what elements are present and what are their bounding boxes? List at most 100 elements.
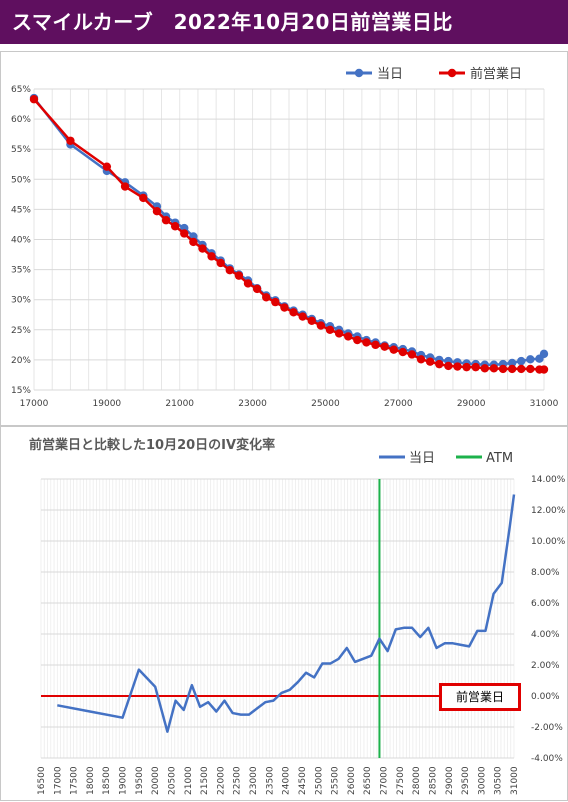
- data-point-1: [170, 222, 180, 231]
- legend-label: 当日: [409, 451, 435, 466]
- x-tick-label: 17000: [20, 399, 49, 409]
- x-tick-label: 25000: [314, 766, 324, 795]
- x-tick-label: 19000: [119, 766, 129, 795]
- x-tick-label: 25000: [311, 399, 340, 409]
- data-point-1: [298, 312, 307, 321]
- x-tick-label: 18500: [102, 766, 112, 795]
- y-tick-label: 55%: [11, 145, 31, 155]
- data-point-1: [435, 359, 444, 369]
- data-point-0: [507, 358, 517, 368]
- data-point-1: [198, 244, 207, 253]
- data-point-1: [139, 193, 148, 203]
- x-tick-label: 26000: [347, 766, 357, 795]
- data-point-1: [120, 182, 130, 191]
- iv-change-panel: 前営業日と比較した10月20日のIV変化率 -4.00% -2.00% 0.00% 2.…: [0, 426, 568, 801]
- smile-curve-chart: 15% 20% 25% 30% 35% 40% 45% 50% 55% 60% 65% 17000 19…: [11, 66, 559, 409]
- legend-label: 当日: [377, 67, 403, 82]
- x-tick-label: 20500: [167, 766, 177, 795]
- iv-change-chart: 前営業日と比較した10月20日のIV変化率 -4.00% -2.00% 0.00% 2.…: [29, 437, 566, 795]
- data-point-1: [371, 340, 380, 350]
- data-point-1: [539, 365, 549, 374]
- x-tick-label: 27000: [380, 766, 390, 795]
- y-tick-label: 50%: [11, 175, 31, 185]
- smile-curve-panel: 15% 20% 25% 30% 35% 40% 45% 50% 55% 60% 65% 17000 19…: [0, 51, 568, 426]
- data-point-0: [539, 349, 549, 359]
- x-tick-label: 26500: [363, 766, 373, 795]
- x-tick-label: 17000: [53, 766, 63, 795]
- data-point-1: [389, 345, 398, 354]
- y-tick-label: -4.00%: [531, 754, 563, 764]
- data-point-1: [280, 303, 289, 312]
- y-tick-label: 6.00%: [531, 599, 560, 609]
- x-tick-label: 23000: [238, 399, 267, 409]
- data-point-1: [289, 308, 298, 317]
- y-tick-label: 45%: [11, 205, 31, 215]
- data-point-1: [207, 252, 216, 261]
- y-tick-label: 0.00%: [531, 692, 560, 702]
- y-tick-label: 40%: [11, 236, 31, 246]
- x-tick-label: 22000: [216, 766, 226, 795]
- x-tick-label: 24500: [298, 766, 308, 795]
- data-point-1: [66, 136, 75, 145]
- data-point-1: [325, 325, 335, 334]
- data-point-1: [216, 258, 225, 268]
- data-point-1: [29, 95, 39, 104]
- y-tick-label: 14.00%: [531, 475, 566, 485]
- data-point-1: [471, 362, 480, 372]
- data-point-1: [243, 279, 253, 288]
- x-tick-label: 24000: [282, 766, 292, 795]
- x-tick-label: 16500: [37, 766, 47, 795]
- x-tick-label: 22500: [233, 766, 243, 795]
- data-point-1: [425, 357, 435, 366]
- x-tick-label: 27500: [396, 766, 406, 795]
- x-tick-label: 23000: [249, 766, 259, 795]
- data-point-1: [180, 229, 189, 238]
- data-point-1: [307, 316, 316, 325]
- x-tick-label: 29000: [445, 766, 455, 795]
- y-tick-label: 12.00%: [531, 506, 566, 516]
- data-point-1: [489, 364, 499, 373]
- data-point-1: [362, 338, 371, 347]
- y-tick-label: 20%: [11, 356, 31, 366]
- x-tick-label: 19500: [135, 766, 145, 795]
- x-tick-label: 28000: [412, 766, 422, 795]
- x-tick-label: 20000: [151, 766, 161, 795]
- y-tick-label: 25%: [11, 326, 31, 336]
- data-point-1: [507, 364, 517, 374]
- data-point-1: [398, 347, 408, 357]
- x-tick-label: 30000: [477, 766, 487, 795]
- x-tick-label: 21000: [165, 399, 194, 409]
- x-tick-label: 19000: [93, 399, 122, 409]
- x-tick-label: 29500: [461, 766, 471, 795]
- legend-marker: [447, 68, 457, 78]
- data-point-1: [161, 216, 171, 225]
- data-point-1: [353, 335, 362, 345]
- data-point-1: [252, 284, 262, 294]
- data-point-1: [225, 266, 235, 275]
- data-point-0: [526, 355, 535, 364]
- data-point-1: [480, 364, 490, 373]
- series-line-0: [57, 494, 516, 733]
- y-tick-label: 35%: [11, 266, 31, 276]
- x-tick-label: 28500: [428, 766, 438, 795]
- y-tick-label: 2.00%: [531, 661, 560, 671]
- x-tick-label: 30500: [494, 766, 504, 795]
- reference-line-label: 前営業日: [439, 683, 521, 711]
- y-tick-label: 15%: [11, 386, 31, 396]
- y-tick-label: 10.00%: [531, 537, 566, 547]
- data-point-1: [152, 207, 162, 216]
- y-tick-label: 30%: [11, 296, 31, 306]
- x-tick-label: 25500: [331, 766, 341, 795]
- y-tick-label: 4.00%: [531, 630, 560, 640]
- data-point-1: [498, 364, 508, 374]
- x-tick-label: 17500: [70, 766, 80, 795]
- data-point-1: [316, 321, 326, 330]
- x-tick-label: 31000: [530, 399, 559, 409]
- x-tick-label: 27000: [384, 399, 413, 409]
- data-point-1: [334, 329, 344, 338]
- data-point-1: [407, 350, 417, 359]
- data-point-1: [343, 332, 353, 341]
- data-point-1: [271, 297, 280, 307]
- x-tick-label: 29000: [457, 399, 486, 409]
- y-tick-label: 65%: [11, 85, 31, 95]
